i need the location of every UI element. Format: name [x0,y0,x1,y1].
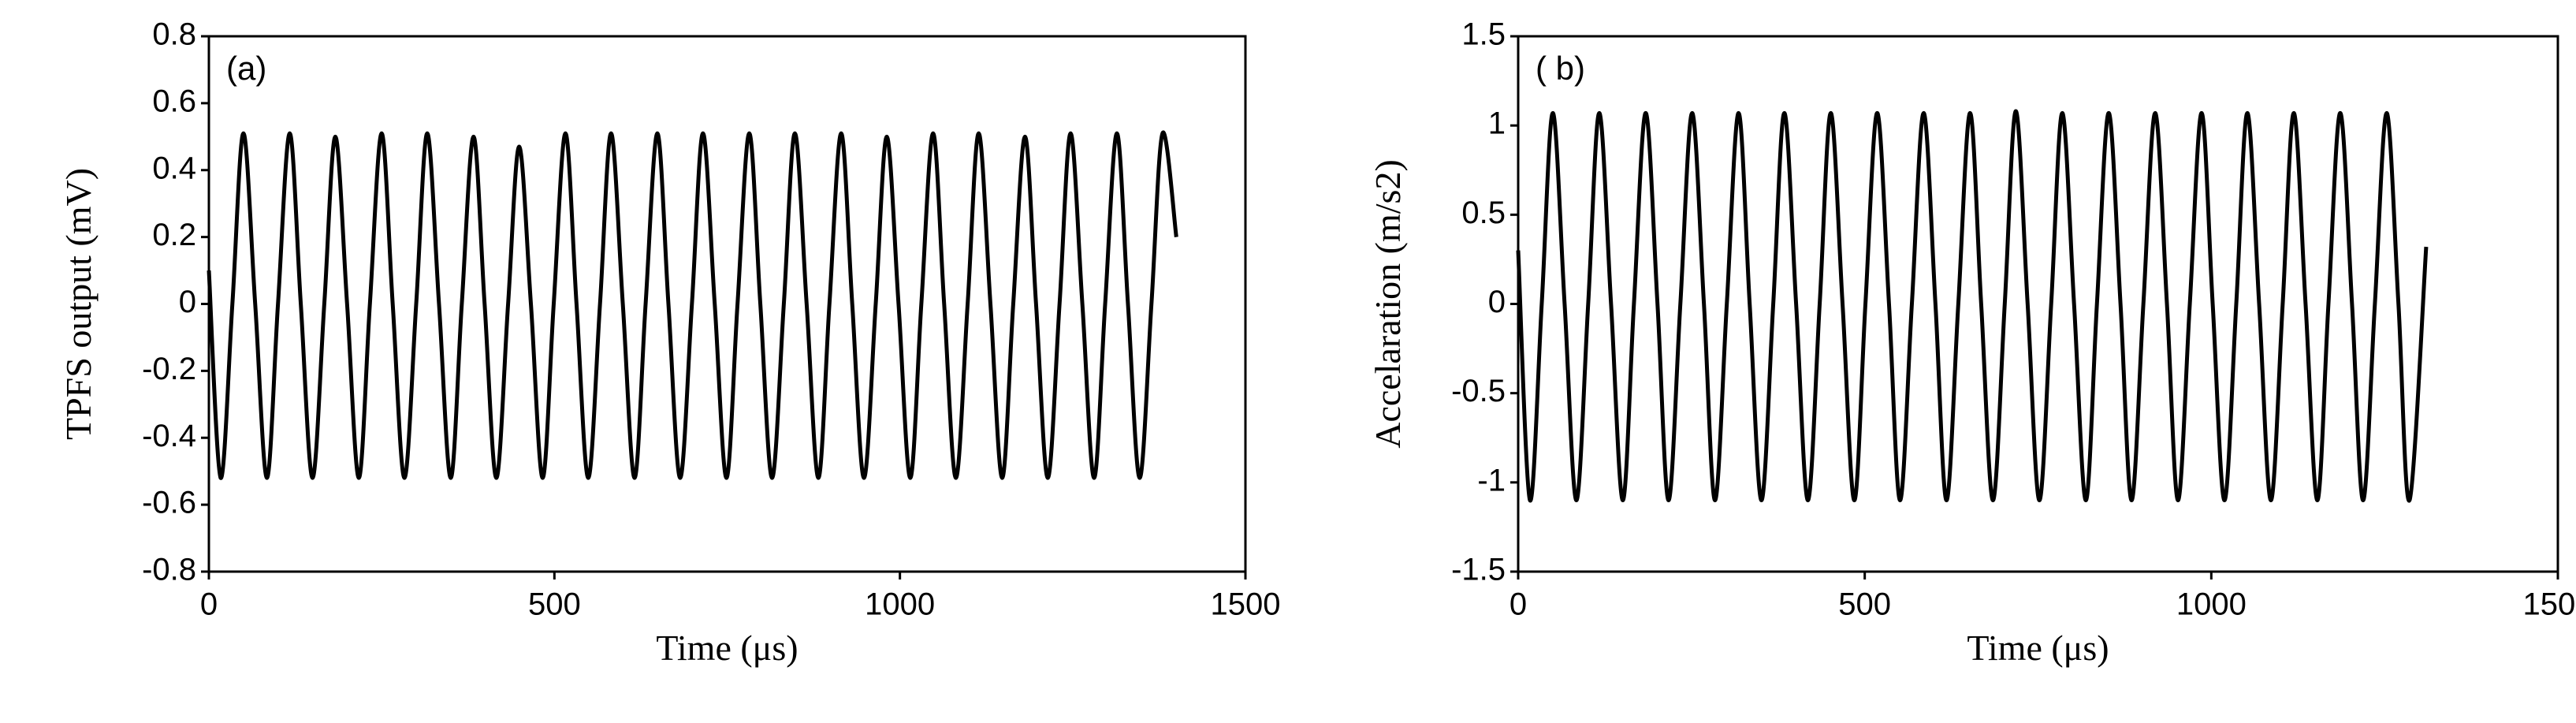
plot-frame [207,35,1247,573]
y-tick-label: -1.5 [1451,553,1506,587]
x-tick-label: 0 [200,587,218,622]
y-tick-label: 0.6 [152,84,196,118]
x-tick-label: 0 [1509,587,1527,622]
y-tick-label: 1.5 [1461,17,1506,52]
x-tick-label: 500 [1838,587,1891,622]
x-tick-label: 1500 [2523,587,2576,622]
y-tick-label: 1 [1488,106,1506,141]
x-axis-label: Time (μs) [1967,628,2109,668]
x-tick-label: 500 [528,587,581,622]
y-tick-label: 0 [1488,285,1506,319]
y-tick-label: 0.8 [152,17,196,52]
y-tick-label: -0.8 [142,553,196,587]
y-tick-label: -0.5 [1451,374,1506,408]
y-tick-label: -0.6 [142,486,196,520]
panel-annotation: (a) [226,50,266,87]
y-axis-label: TPFS output (mV) [58,168,99,440]
x-tick-label: 1500 [1211,587,1281,622]
y-tick-label: 0 [179,285,196,319]
y-tick-label: 0.4 [152,151,196,185]
y-tick-label: -1 [1477,463,1506,498]
panel-annotation: ( b) [1536,50,1585,87]
y-tick-label: -0.2 [142,352,196,386]
x-tick-label: 1000 [2176,587,2247,622]
x-axis-label: Time (μs) [656,628,798,668]
data-line [207,130,1178,480]
y-tick-label: 0.5 [1461,196,1506,230]
y-tick-label: 0.2 [152,218,196,252]
x-tick-label: 1000 [865,587,935,622]
data-line [1516,109,2429,503]
y-axis-label: Accelaration (m/s2) [1368,159,1408,449]
y-tick-label: -0.4 [142,419,196,453]
